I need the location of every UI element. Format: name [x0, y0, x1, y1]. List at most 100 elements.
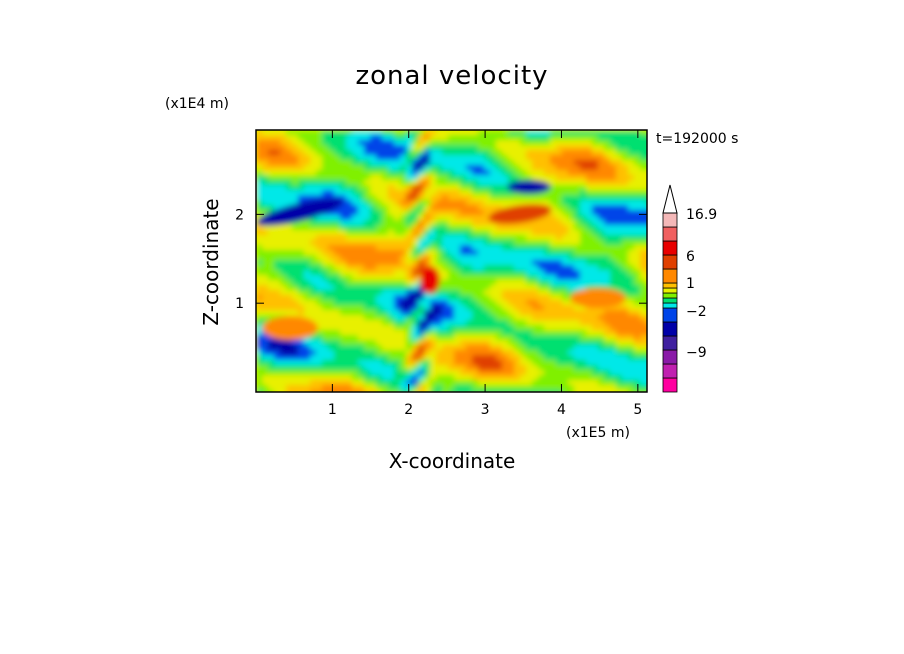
field-cell	[430, 255, 437, 261]
field-cell	[358, 330, 365, 336]
field-cell	[418, 205, 425, 211]
field-cell	[358, 220, 365, 226]
field-cell	[304, 145, 311, 151]
field-cell	[472, 275, 479, 281]
field-cell	[556, 290, 563, 296]
field-cell	[472, 260, 479, 266]
field-cell	[304, 270, 311, 276]
field-cell	[322, 380, 329, 386]
field-cell	[328, 170, 335, 176]
field-cell	[346, 260, 353, 266]
field-cell	[550, 360, 557, 366]
field-cell	[484, 355, 491, 361]
field-cell	[262, 245, 269, 251]
field-cell	[334, 225, 341, 231]
field-cell	[352, 230, 359, 236]
field-cell	[508, 235, 515, 241]
field-cell	[442, 280, 449, 286]
field-cell	[286, 355, 293, 361]
field-cell	[352, 255, 359, 261]
field-cell	[634, 185, 641, 191]
field-cell	[598, 325, 605, 331]
field-cell	[550, 190, 557, 196]
field-cell	[322, 370, 329, 376]
field-cell	[400, 180, 407, 186]
field-cell	[538, 230, 545, 236]
field-cell	[502, 380, 509, 386]
field-cell	[550, 140, 557, 146]
field-cell	[526, 170, 533, 176]
field-cell	[370, 195, 377, 201]
field-cell	[532, 195, 539, 201]
field-cell	[394, 295, 401, 301]
field-cell	[316, 285, 323, 291]
field-cell	[364, 260, 371, 266]
field-cell	[388, 385, 395, 391]
field-cell	[358, 235, 365, 241]
field-cell	[628, 135, 635, 141]
field-cell	[598, 370, 605, 376]
field-cell	[586, 255, 593, 261]
field-cell	[430, 385, 437, 391]
field-cell	[496, 310, 503, 316]
field-cell	[430, 155, 437, 161]
field-cell	[448, 330, 455, 336]
field-cell	[484, 280, 491, 286]
field-cell	[316, 250, 323, 256]
field-cell	[580, 155, 587, 161]
field-cell	[592, 315, 599, 321]
field-cell	[370, 130, 377, 136]
field-cell	[616, 340, 623, 346]
field-cell	[424, 225, 431, 231]
field-cell	[460, 180, 467, 186]
field-cell	[406, 185, 413, 191]
field-cell	[376, 275, 383, 281]
field-cell	[274, 260, 281, 266]
field-cell	[484, 190, 491, 196]
field-cell	[568, 240, 575, 246]
field-cell	[496, 360, 503, 366]
field-cell	[298, 385, 305, 391]
field-cell	[622, 140, 629, 146]
y-tick-label: 1	[235, 296, 244, 312]
field-cell	[580, 145, 587, 151]
field-cell	[256, 245, 263, 251]
field-cell	[538, 355, 545, 361]
field-cell	[280, 360, 287, 366]
field-cell	[274, 285, 281, 291]
field-cell	[466, 295, 473, 301]
field-cell	[406, 295, 413, 301]
field-cell	[346, 200, 353, 206]
field-cell	[556, 260, 563, 266]
field-cell	[418, 365, 425, 371]
field-cell	[610, 170, 617, 176]
field-cell	[592, 240, 599, 246]
field-cell	[508, 355, 515, 361]
field-cell	[520, 315, 527, 321]
field-cell	[412, 290, 419, 296]
field-cell	[448, 250, 455, 256]
field-cell	[448, 315, 455, 321]
field-cell	[382, 305, 389, 311]
field-cell	[364, 330, 371, 336]
field-cell	[628, 205, 635, 211]
field-cell	[310, 265, 317, 271]
field-cell	[328, 235, 335, 241]
field-cell	[604, 320, 611, 326]
field-cell	[532, 375, 539, 381]
field-cell	[562, 255, 569, 261]
field-cell	[358, 205, 365, 211]
field-cell	[628, 175, 635, 181]
field-cell	[634, 245, 641, 251]
field-cell	[340, 220, 347, 226]
field-cell	[406, 220, 413, 226]
field-cell	[532, 160, 539, 166]
field-cell	[490, 365, 497, 371]
field-cell	[538, 285, 545, 291]
field-cell	[460, 225, 467, 231]
field-cell	[544, 170, 551, 176]
field-cell	[376, 170, 383, 176]
field-cell	[544, 180, 551, 186]
field-cell	[472, 330, 479, 336]
